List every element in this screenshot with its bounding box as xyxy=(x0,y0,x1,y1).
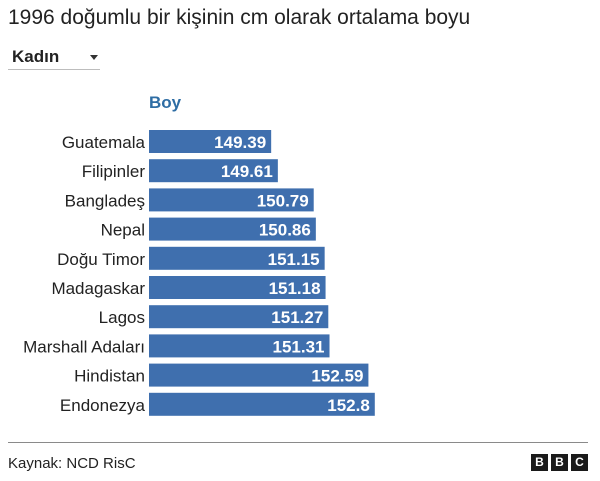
value-label: 150.86 xyxy=(259,221,311,240)
value-label: 151.27 xyxy=(271,308,323,327)
bar xyxy=(149,392,375,416)
bar xyxy=(149,246,325,270)
column-header: Boy xyxy=(149,93,182,112)
logo-block: C xyxy=(571,454,588,471)
category-label: Hindistan xyxy=(74,367,145,386)
bar xyxy=(149,217,316,241)
gender-dropdown[interactable]: Kadın xyxy=(8,44,100,70)
bar xyxy=(149,305,329,329)
value-label: 149.61 xyxy=(221,162,273,181)
category-label: Marshall Adaları xyxy=(23,337,145,356)
value-label: 149.39 xyxy=(214,133,266,152)
category-label: Filipinler xyxy=(82,162,146,181)
dropdown-selected-value: Kadın xyxy=(12,47,60,66)
category-label: Bangladeş xyxy=(65,191,145,210)
category-label: Nepal xyxy=(101,221,145,240)
category-label: Lagos xyxy=(99,308,145,327)
value-label: 152.8 xyxy=(327,396,370,415)
value-label: 151.18 xyxy=(269,279,321,298)
bar xyxy=(149,188,314,212)
bar xyxy=(149,159,278,183)
source-note: Kaynak: NCD RisC xyxy=(8,455,136,472)
value-label: 150.79 xyxy=(257,191,309,210)
category-label: Guatemala xyxy=(62,133,146,152)
bar xyxy=(149,334,330,358)
footer-divider xyxy=(8,442,588,443)
chevron-down-icon xyxy=(90,55,98,60)
bar xyxy=(149,276,326,299)
bar xyxy=(149,363,369,387)
category-label: Endonezya xyxy=(60,396,146,415)
value-label: 151.15 xyxy=(268,250,320,269)
bbc-logo: B B C xyxy=(531,454,588,471)
logo-block: B xyxy=(551,454,568,471)
value-label: 151.31 xyxy=(273,337,325,356)
bar xyxy=(149,130,272,153)
category-label: Madagaskar xyxy=(51,279,145,298)
category-label: Doğu Timor xyxy=(57,250,145,269)
logo-block: B xyxy=(531,454,548,471)
value-label: 152.59 xyxy=(311,367,363,386)
chart-title: 1996 doğumlu bir kişinin cm olarak ortal… xyxy=(8,6,471,29)
